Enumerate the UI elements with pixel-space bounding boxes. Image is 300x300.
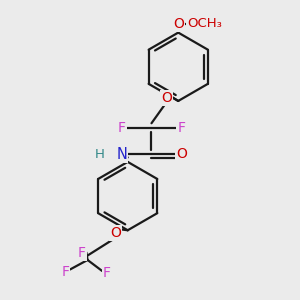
Text: F: F [103,266,111,280]
Text: F: F [61,265,69,279]
Text: F: F [118,121,126,135]
Text: F: F [78,245,86,260]
Text: N: N [116,147,127,162]
Text: O: O [161,91,172,105]
Text: OCH₃: OCH₃ [188,17,222,30]
Text: F: F [177,121,185,135]
Text: O: O [176,148,187,161]
Text: O: O [173,17,184,31]
Text: H: H [94,148,104,161]
Text: O: O [110,226,121,240]
